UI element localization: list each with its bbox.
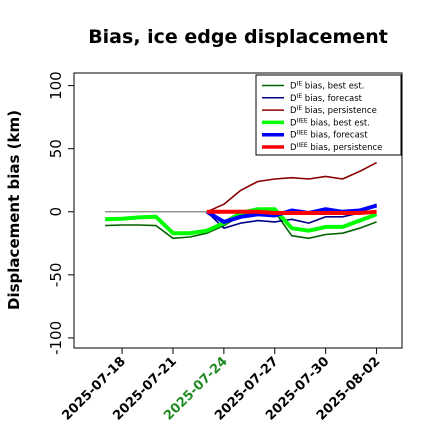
series-line-3 (206, 161, 377, 213)
legend-superscript: IIEE (297, 142, 308, 149)
series-line-6 (206, 209, 377, 215)
legend-label: bias, best est. (302, 82, 364, 92)
y-tick-label: 50 (47, 139, 65, 158)
series-line-2 (206, 203, 377, 229)
legend-entry: DIE bias, best est. (290, 81, 364, 92)
legend-label: bias, forecast (308, 131, 369, 141)
legend-superscript: IIEE (297, 130, 308, 137)
y-tick-label: -50 (47, 263, 65, 288)
legend-entry: DIE bias, forecast (290, 93, 363, 104)
legend-superscript: IE (297, 81, 303, 88)
plot-area (105, 161, 378, 240)
legend-entry: DIIEE bias, best est. (290, 117, 370, 128)
legend: DIE bias, best est.DIE bias, forecastDIE… (255, 74, 402, 156)
legend-entry: DIE bias, persistence (290, 105, 377, 116)
legend-box (255, 74, 402, 156)
y-tick-label: 100 (47, 71, 65, 100)
legend-superscript: IE (297, 105, 303, 112)
plot-frame (73, 72, 403, 349)
y-tick-label: 0 (47, 207, 65, 217)
chart-title: Bias, ice edge displacement (88, 26, 388, 48)
legend-label: bias, persistence (308, 143, 383, 153)
legend-superscript: IIEE (297, 117, 308, 124)
y-axis-label: Displacement bias (km) (5, 110, 23, 310)
legend-label: bias, forecast (302, 94, 363, 104)
legend-entry: DIIEE bias, forecast (290, 130, 368, 141)
legend-label: bias, persistence (302, 106, 377, 116)
y-tick-label: -100 (47, 321, 65, 355)
legend-label: bias, best est. (308, 118, 370, 128)
legend-entry: DIIEE bias, persistence (290, 142, 382, 153)
legend-superscript: IE (297, 93, 303, 100)
